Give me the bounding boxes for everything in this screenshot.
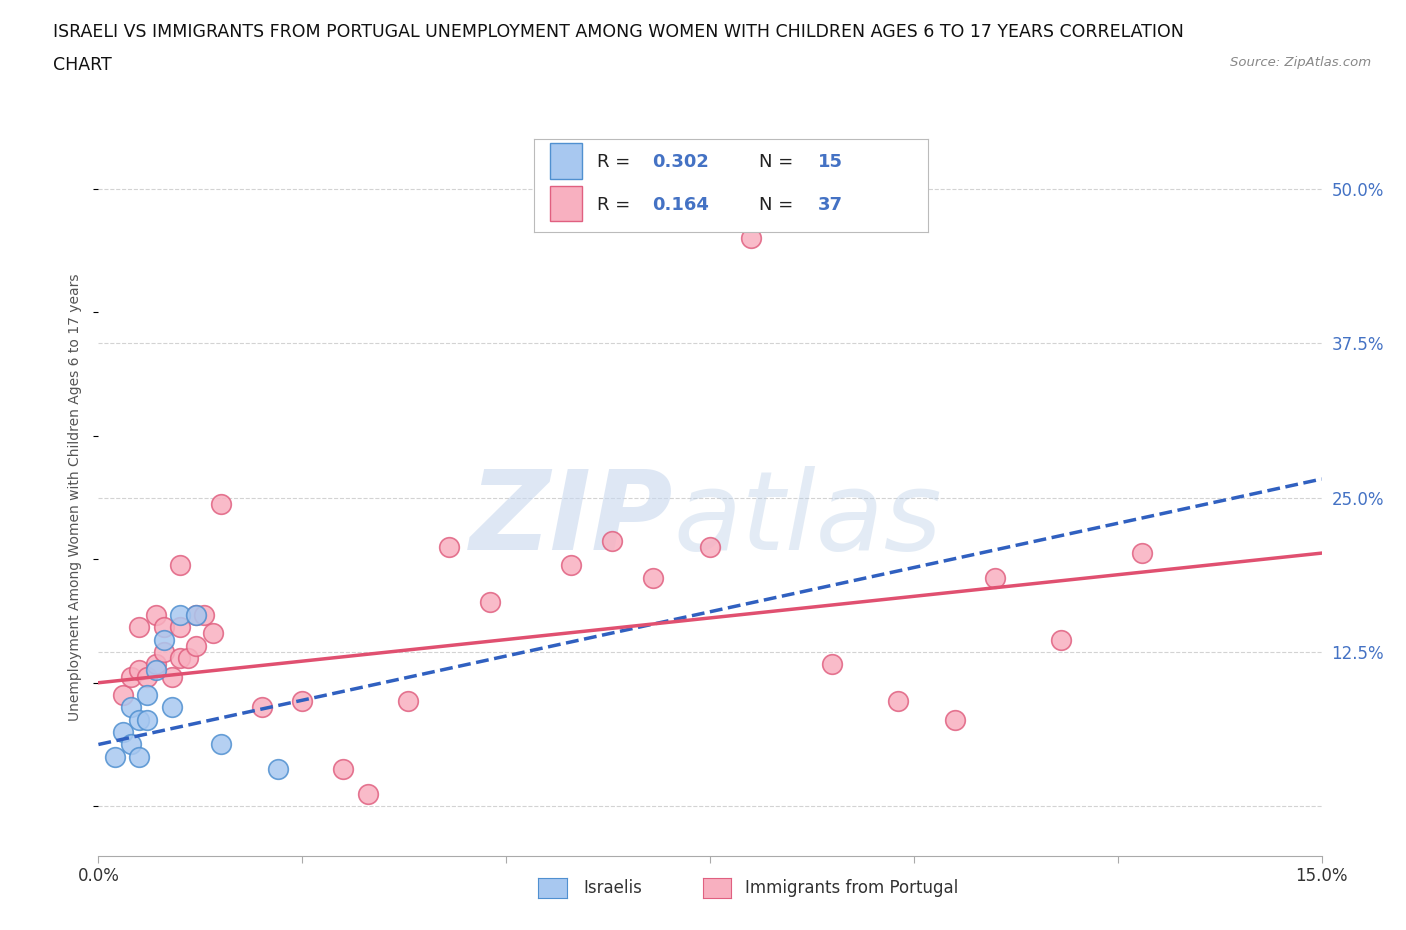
Text: N =: N =: [759, 195, 799, 214]
Point: [169, 558, 191, 573]
Text: N =: N =: [759, 153, 799, 171]
Point: [193, 607, 215, 622]
Point: [437, 539, 460, 554]
Point: [111, 687, 134, 702]
Text: 37: 37: [818, 195, 842, 214]
Text: ISRAELI VS IMMIGRANTS FROM PORTUGAL UNEMPLOYMENT AMONG WOMEN WITH CHILDREN AGES : ISRAELI VS IMMIGRANTS FROM PORTUGAL UNEM…: [53, 23, 1184, 41]
Point: [136, 712, 159, 727]
Text: 0.302: 0.302: [652, 153, 709, 171]
Point: [186, 607, 208, 622]
Text: CHART: CHART: [53, 56, 112, 73]
Point: [120, 737, 142, 752]
Text: atlas: atlas: [673, 466, 942, 573]
Point: [356, 787, 378, 802]
Point: [600, 533, 623, 548]
Text: Immigrants from Portugal: Immigrants from Portugal: [745, 879, 959, 897]
Point: [699, 539, 721, 554]
Point: [250, 700, 273, 715]
Point: [186, 638, 208, 653]
Point: [145, 663, 167, 678]
Point: [821, 657, 844, 671]
Point: [740, 231, 762, 246]
Bar: [550, 143, 582, 179]
Point: [478, 595, 501, 610]
Point: [160, 700, 183, 715]
Point: [136, 687, 159, 702]
Point: [145, 607, 167, 622]
Point: [128, 619, 150, 634]
Point: [169, 607, 191, 622]
Point: [209, 737, 232, 752]
Point: [396, 694, 419, 709]
Point: [152, 644, 174, 659]
Point: [104, 750, 127, 764]
Bar: [550, 186, 582, 221]
Point: [111, 724, 134, 739]
Point: [886, 694, 908, 709]
Text: Source: ZipAtlas.com: Source: ZipAtlas.com: [1230, 56, 1371, 69]
Point: [145, 657, 167, 671]
Point: [120, 670, 142, 684]
Point: [152, 632, 174, 647]
Point: [128, 712, 150, 727]
Point: [160, 670, 183, 684]
Point: [943, 712, 966, 727]
Point: [1130, 546, 1153, 561]
Text: 15: 15: [818, 153, 842, 171]
Point: [984, 570, 1007, 585]
Text: ZIP: ZIP: [470, 466, 673, 573]
Y-axis label: Unemployment Among Women with Children Ages 6 to 17 years: Unemployment Among Women with Children A…: [69, 273, 83, 722]
Text: R =: R =: [598, 195, 637, 214]
Point: [267, 762, 290, 777]
Point: [169, 651, 191, 666]
Text: R =: R =: [598, 153, 637, 171]
Point: [201, 626, 224, 641]
Point: [128, 663, 150, 678]
Point: [128, 750, 150, 764]
Text: Israelis: Israelis: [583, 879, 643, 897]
Point: [1049, 632, 1071, 647]
Text: 0.164: 0.164: [652, 195, 709, 214]
Point: [641, 570, 664, 585]
Point: [169, 619, 191, 634]
Point: [332, 762, 354, 777]
Point: [152, 619, 174, 634]
Point: [136, 670, 159, 684]
Point: [177, 651, 200, 666]
Point: [291, 694, 314, 709]
Point: [186, 607, 208, 622]
Point: [209, 497, 232, 512]
Point: [120, 700, 142, 715]
Point: [560, 558, 582, 573]
